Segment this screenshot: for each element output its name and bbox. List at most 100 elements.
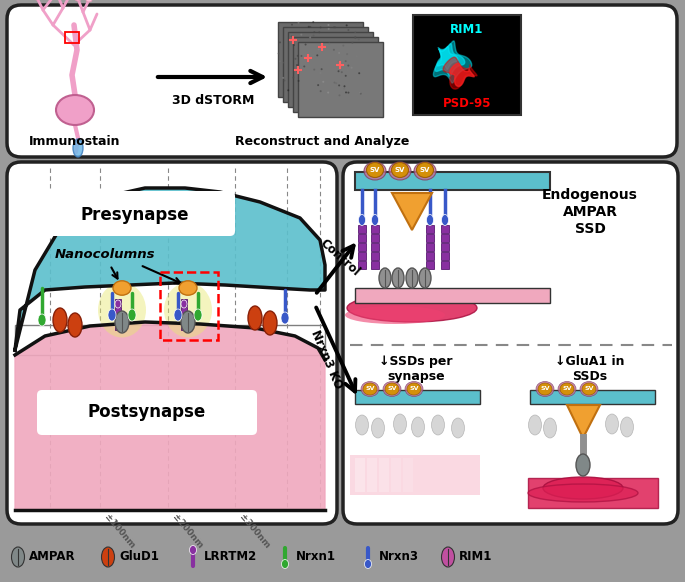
Ellipse shape [279,61,281,62]
Ellipse shape [347,29,349,31]
Ellipse shape [332,66,334,68]
Text: ↓SSDs per
synapse: ↓SSDs per synapse [379,355,453,383]
Ellipse shape [309,37,311,38]
Ellipse shape [363,383,377,395]
Ellipse shape [582,383,596,395]
Ellipse shape [98,282,146,338]
Ellipse shape [364,559,371,569]
FancyBboxPatch shape [37,390,257,435]
Bar [530,390,655,404]
Ellipse shape [442,547,455,567]
Ellipse shape [356,55,358,58]
Ellipse shape [179,281,197,295]
Ellipse shape [346,53,348,55]
Ellipse shape [334,26,336,29]
Text: ↓GluA1 in
SSDs: ↓GluA1 in SSDs [556,355,625,383]
Bar [371,243,379,251]
Ellipse shape [263,311,277,335]
Bar [358,234,366,242]
Bar [426,261,434,269]
Ellipse shape [343,86,345,87]
Ellipse shape [277,52,279,55]
Ellipse shape [282,62,284,63]
Ellipse shape [412,417,425,437]
Ellipse shape [359,92,361,94]
Ellipse shape [432,415,445,435]
Ellipse shape [281,312,289,324]
Text: Postsynapse: Postsynapse [88,403,206,421]
Text: RIM1: RIM1 [459,551,493,563]
Ellipse shape [405,381,423,396]
Ellipse shape [351,67,353,69]
Ellipse shape [343,87,345,90]
Ellipse shape [86,0,92,2]
Ellipse shape [303,56,306,58]
Ellipse shape [310,26,312,28]
Ellipse shape [181,300,187,308]
Ellipse shape [385,383,399,395]
Ellipse shape [297,70,299,72]
Ellipse shape [340,71,342,73]
Bar [379,458,389,492]
Ellipse shape [75,0,81,1]
Text: SV: SV [562,386,572,392]
Text: SV: SV [420,167,430,173]
Ellipse shape [335,82,337,84]
Text: ±200nm: ±200nm [170,513,204,551]
Bar [441,225,449,233]
Ellipse shape [345,60,347,62]
Bar [358,243,366,251]
Ellipse shape [346,24,348,26]
Bar [426,225,434,233]
Text: Nanocolumns: Nanocolumns [55,249,155,261]
Text: SV: SV [365,386,375,392]
Ellipse shape [318,48,320,51]
Ellipse shape [115,311,129,333]
Text: Nrxn3 KO: Nrxn3 KO [308,329,345,392]
Text: Nrxn1: Nrxn1 [296,551,336,563]
Ellipse shape [528,484,638,502]
Ellipse shape [319,31,321,33]
Ellipse shape [317,84,319,86]
Ellipse shape [308,26,310,28]
Ellipse shape [354,37,356,39]
Ellipse shape [576,454,590,476]
Ellipse shape [345,75,347,77]
Ellipse shape [337,61,339,62]
Ellipse shape [327,28,329,30]
Ellipse shape [108,309,116,321]
Ellipse shape [606,414,619,434]
Ellipse shape [38,314,46,326]
Ellipse shape [393,414,406,434]
Ellipse shape [347,69,349,71]
Text: 3D dSTORM: 3D dSTORM [172,94,254,107]
Ellipse shape [56,95,94,125]
Ellipse shape [333,26,335,28]
Polygon shape [15,188,325,350]
Ellipse shape [301,55,303,57]
Ellipse shape [312,21,314,23]
Bar [358,225,366,233]
Ellipse shape [361,381,379,396]
Ellipse shape [295,58,297,60]
Ellipse shape [621,417,634,437]
Ellipse shape [312,34,314,37]
FancyBboxPatch shape [293,37,378,112]
Text: Reconstruct and Analyze: Reconstruct and Analyze [235,135,409,148]
Ellipse shape [347,65,349,66]
Bar [441,261,449,269]
Text: RIM1: RIM1 [450,23,484,36]
Ellipse shape [407,383,421,395]
Bar [426,234,434,242]
Polygon shape [435,44,464,76]
Ellipse shape [327,24,329,26]
Ellipse shape [347,294,477,322]
Ellipse shape [300,34,302,36]
Ellipse shape [296,64,298,66]
Polygon shape [567,405,600,438]
Text: Presynapse: Presynapse [81,206,189,224]
FancyBboxPatch shape [15,325,325,355]
Bar [181,299,187,306]
FancyBboxPatch shape [35,191,235,236]
Polygon shape [15,322,325,510]
